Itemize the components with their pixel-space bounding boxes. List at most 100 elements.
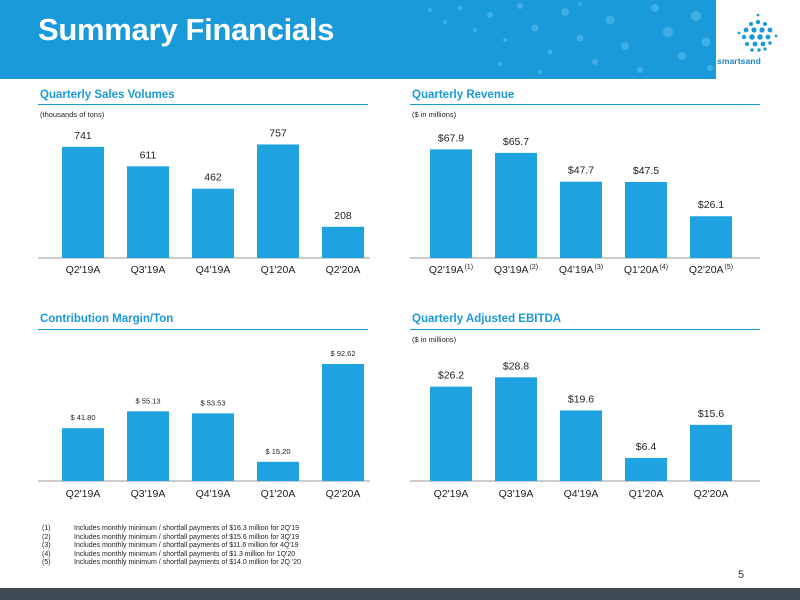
revenue-data-label: $67.9 — [438, 132, 464, 144]
ebitda-unit-label: ($ in millions) — [412, 335, 457, 344]
margin-data-label: $ 55.13 — [135, 396, 160, 405]
ebitda-data-label: $26.2 — [438, 370, 464, 382]
footnote-number: (3) — [42, 542, 51, 550]
sales-bar — [257, 144, 299, 258]
sales-bar — [192, 188, 234, 258]
ebitda-data-label: $19.6 — [568, 393, 594, 405]
margin-chart-title: Contribution Margin/Ton — [40, 313, 174, 325]
revenue-tick-label: Q1'20A(4) — [624, 264, 668, 276]
ebitda-bar — [625, 457, 667, 481]
dot-pattern-decoration — [428, 2, 713, 74]
revenue-bar — [560, 181, 602, 258]
revenue-bar — [625, 182, 667, 258]
ebitda-data-label: $6.4 — [636, 441, 657, 453]
footnote-text: Includes monthly minimum / shortfall pay… — [74, 533, 300, 541]
footer-bar — [0, 588, 800, 600]
footnote-number: (5) — [42, 559, 51, 567]
revenue-footnote-ref: (4) — [660, 264, 669, 271]
revenue-chart-title: Quarterly Revenue — [412, 89, 515, 101]
logo-area: smartsand — [716, 0, 800, 79]
margin-title-underline — [38, 329, 368, 330]
revenue-bar — [430, 149, 472, 258]
sales-bar — [127, 166, 169, 258]
sales-data-label: 741 — [74, 130, 92, 142]
sales-data-label: 611 — [140, 149, 157, 161]
revenue-footnote-ref: (3) — [595, 264, 604, 271]
header-banner: Summary Financials — [0, 0, 800, 79]
sales-title-underline — [38, 104, 368, 105]
sales-data-label: 208 — [334, 210, 352, 222]
sales-tick-label: Q1'20A — [261, 264, 296, 276]
smartsand-logo-icon — [737, 13, 778, 52]
ebitda-tick-label: Q2'20A — [694, 488, 729, 500]
margin-tick-label: Q2'19A — [66, 488, 101, 500]
page-title: Summary Financials — [38, 12, 335, 47]
footnote-row: (4) Includes monthly minimum / shortfall … — [42, 551, 301, 560]
sales-bar — [62, 146, 104, 258]
margin-bar — [127, 411, 169, 481]
revenue-data-label: $65.7 — [503, 136, 529, 148]
footnote-row: (1) Includes monthly minimum / shortfall … — [42, 525, 301, 534]
revenue-footnote-ref: (5) — [725, 264, 734, 271]
revenue-tick-label: Q2'19A(1) — [429, 264, 473, 276]
footnotes: (1) Includes monthly minimum / shortfall … — [42, 525, 301, 568]
sales-tick-label: Q2'20A — [326, 264, 361, 276]
margin-tick-label: Q3'19A — [131, 488, 166, 500]
page-number: 5 — [738, 569, 745, 581]
margin-bar — [322, 364, 364, 481]
footnote-number: (4) — [42, 550, 51, 558]
revenue-tick-label: Q3'19A(2) — [494, 264, 538, 276]
revenue-footnote-ref: (1) — [465, 264, 474, 271]
ebitda-bar — [560, 410, 602, 481]
revenue-data-label: $26.1 — [698, 199, 724, 211]
footnote-text: Includes monthly minimum / shortfall pay… — [74, 525, 300, 532]
revenue-title-underline — [410, 104, 760, 105]
sales-unit-label: (thousands of tons) — [40, 110, 105, 119]
footnote-number: (1) — [42, 525, 51, 532]
logo-text: smartsand — [717, 56, 761, 66]
margin-data-label: $ 92.62 — [330, 349, 355, 358]
sales-tick-label: Q3'19A — [131, 264, 166, 276]
ebitda-tick-label: Q1'20A — [629, 488, 664, 500]
margin-tick-label: Q1'20A — [261, 488, 296, 500]
ebitda-tick-label: Q4'19A — [564, 488, 599, 500]
margin-data-label: $ 41.80 — [70, 413, 95, 422]
footnote-row: (2) Includes monthly minimum / shortfall … — [42, 534, 301, 543]
footnote-row: (3) Includes monthly minimum / shortfall … — [42, 542, 301, 551]
revenue-bar — [495, 152, 537, 258]
ebitda-tick-label: Q2'19A — [434, 488, 469, 500]
revenue-data-label: $47.7 — [568, 165, 594, 177]
margin-tick-label: Q2'20A — [326, 488, 361, 500]
ebitda-data-label: $28.8 — [503, 360, 529, 372]
revenue-bar — [690, 216, 732, 258]
ebitda-data-label: $15.6 — [698, 408, 724, 420]
ebitda-bar — [495, 377, 537, 481]
sales-data-label: 462 — [204, 172, 222, 184]
sales-data-label: 757 — [269, 127, 287, 139]
sales-bar — [322, 226, 364, 258]
ebitda-title-underline — [410, 329, 760, 330]
footnote-row: (5) Includes monthly minimum / shortfall … — [42, 559, 301, 568]
margin-tick-label: Q4'19A — [196, 488, 231, 500]
footnote-text: Includes monthly minimum / shortfall pay… — [74, 542, 299, 550]
revenue-tick-label: Q4'19A(3) — [559, 264, 603, 276]
sales-tick-label: Q4'19A — [196, 264, 231, 276]
ebitda-tick-label: Q3'19A — [499, 488, 534, 500]
revenue-tick-label: Q2'20A(5) — [689, 264, 733, 276]
revenue-footnote-ref: (2) — [530, 264, 539, 271]
footnote-number: (2) — [42, 533, 51, 541]
margin-bar — [62, 428, 104, 481]
margin-data-label: $ 53.53 — [200, 398, 225, 407]
ebitda-bar — [690, 424, 732, 481]
ebitda-chart-title: Quarterly Adjusted EBITDA — [412, 313, 562, 325]
revenue-data-label: $47.5 — [633, 165, 659, 177]
margin-bar — [257, 461, 299, 481]
footnote-text: Includes monthly minimum / shortfall pay… — [74, 550, 296, 558]
sales-tick-label: Q2'19A — [66, 264, 101, 276]
footnote-text: Includes monthly minimum / shortfall pay… — [74, 559, 301, 567]
sales-chart-title: Quarterly Sales Volumes — [40, 89, 175, 101]
revenue-unit-label: ($ in millions) — [412, 110, 457, 119]
